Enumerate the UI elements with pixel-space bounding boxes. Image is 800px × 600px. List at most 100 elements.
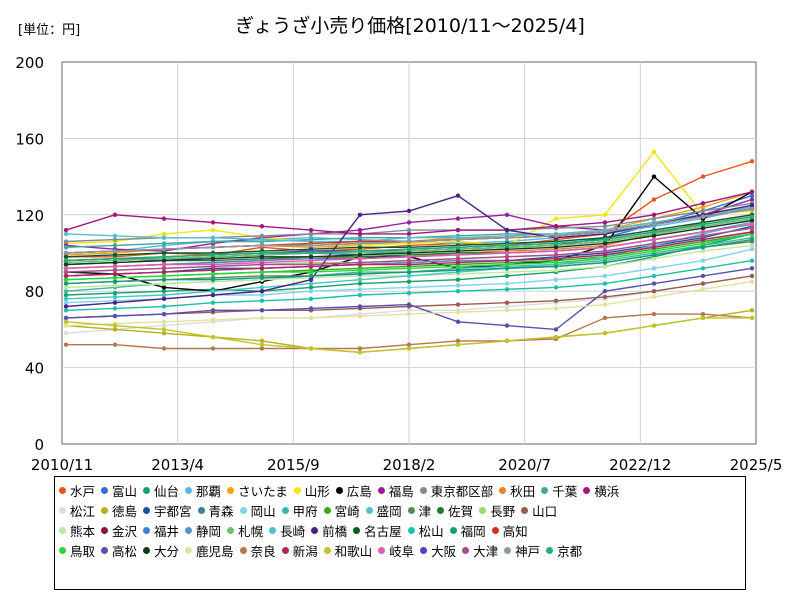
data-point [357,267,363,273]
data-point [210,289,216,294]
data-point [553,327,559,332]
x-tick-label: 2025/5 [730,456,783,474]
legend-item: 奈良 [239,541,276,560]
data-point [700,287,706,292]
data-point [700,237,706,242]
legend-item: 長野 [479,501,515,520]
legend-row: 松江 徳島 宇都宮 青森 岡山 甲府 宮崎 盛岡 津 佐賀 長野 山口 [59,501,563,520]
data-point [406,308,412,313]
data-point [63,285,69,290]
data-point [651,248,657,254]
data-point [161,285,167,290]
data-point [63,231,69,237]
data-point [455,283,461,288]
data-point [357,248,363,254]
data-point [63,227,69,233]
legend-item: 岐阜 [378,541,414,560]
data-point [553,256,559,261]
legend-marker [311,527,319,534]
data-point [602,273,608,279]
data-point [63,258,69,263]
data-point [259,262,265,267]
data-point [602,289,608,294]
data-point [602,281,608,286]
legend-label: 鹿児島 [196,544,234,559]
legend-marker [407,527,415,534]
legend-label: 宇都宮 [154,504,192,519]
series-和歌山 [63,315,755,355]
legend-label: 松江 [70,504,96,519]
legend-marker [281,507,289,514]
data-point [112,294,118,300]
legend-label: 熊本 [70,524,96,539]
data-point [161,246,167,252]
legend-item: 岡山 [239,501,276,520]
data-point [112,300,118,305]
data-point [602,315,608,321]
data-point [602,229,608,235]
data-point [357,292,363,298]
data-point [259,315,265,321]
legend-row: 鳥取 高松 大分 鹿児島 奈良 新潟 和歌山 岐阜 大阪 大津 神戸 京都 [59,541,588,560]
data-point [259,266,265,271]
legend-item: 鹿児島 [185,541,234,560]
data-point [749,308,755,313]
data-point [553,298,559,303]
data-point [63,304,69,309]
data-point [455,256,461,261]
data-point [504,323,510,328]
data-point [161,323,167,328]
data-point [651,245,657,250]
data-point [161,289,167,294]
data-point [63,250,69,256]
data-point [749,273,755,279]
data-point [112,237,118,242]
data-point [406,269,412,275]
legend-label: 長野 [490,504,516,519]
legend-marker [239,547,247,554]
legend-item: 千葉 [541,481,577,500]
legend-label: 岐阜 [389,544,415,559]
data-point [161,327,167,332]
data-point [210,317,216,323]
legend-label: 札幌 [238,524,264,539]
data-point [112,271,118,277]
chart-title: ぎょうざ小売り価格[2010/11～2025/4] [235,14,585,37]
data-point [308,231,314,237]
data-point [63,315,69,321]
data-point [308,281,314,286]
data-point [553,252,559,258]
data-point [112,306,118,311]
legend-item: 東京都区部 [419,481,493,500]
data-point [406,311,412,317]
legend-item: 山形 [293,481,330,500]
legend-marker [479,507,487,514]
data-point [553,277,559,282]
legend-marker [420,547,428,554]
data-point [406,302,412,307]
y-tick-label: 160 [15,130,44,148]
data-point [308,258,314,263]
data-point [112,252,118,258]
data-point [210,220,216,225]
data-point [602,264,608,269]
data-point [210,227,216,233]
legend-item: 山口 [521,501,557,520]
data-point [210,239,216,244]
legend-label: 大阪 [431,544,457,559]
data-point [602,331,608,336]
data-point [504,266,510,271]
series-鳥取 [63,231,755,282]
data-point [161,319,167,324]
data-point [357,277,363,282]
legend-label: 和歌山 [334,544,373,559]
data-point [455,338,461,344]
series-新潟 [63,229,755,279]
data-point [259,285,265,290]
legend-item: 福井 [143,521,179,540]
data-point [504,338,510,344]
data-point [504,262,510,267]
data-point [455,237,461,242]
data-point [406,346,412,351]
legend-marker [335,487,343,494]
